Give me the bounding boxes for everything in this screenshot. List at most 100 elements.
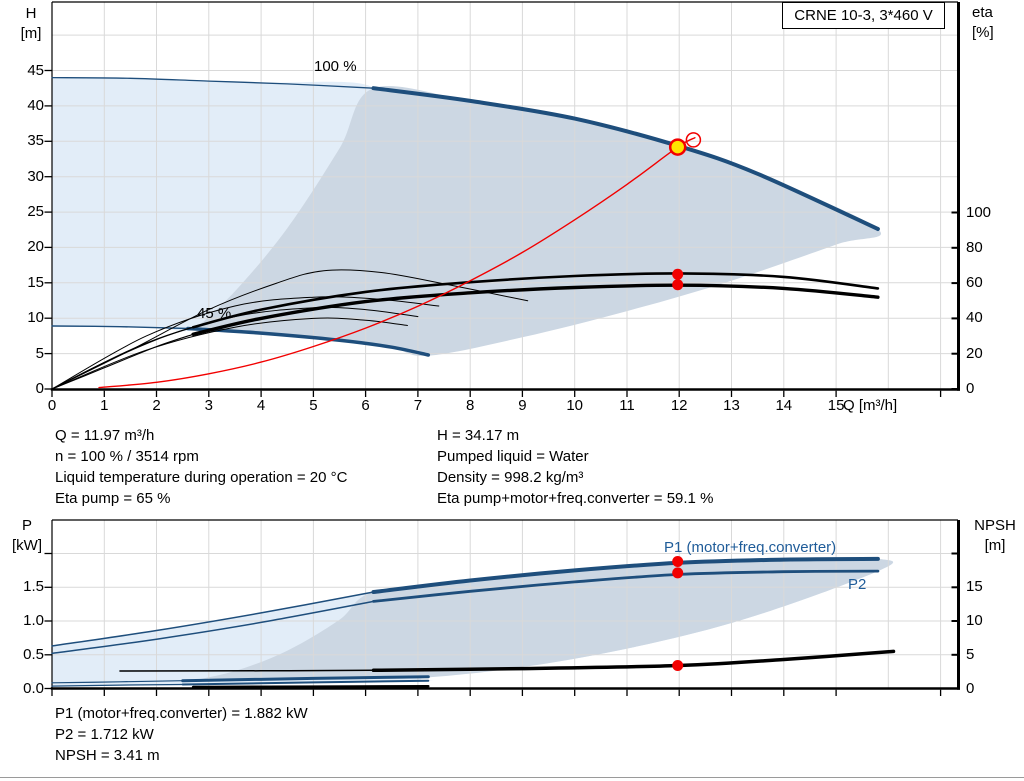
y-left-tick-label: 10 (27, 309, 44, 327)
y-right-tick-label: 5 (966, 645, 975, 663)
info-q: Q = 11.97 m³/h (55, 427, 155, 444)
y-right-tick-label: 20 (966, 344, 983, 362)
duty-info-right: H = 34.17 m Pumped liquid = Water Densit… (437, 425, 713, 509)
y-left-tick-label: 1.5 (23, 578, 44, 596)
info-h: H = 34.17 m (437, 427, 520, 444)
x-tick-label: 8 (466, 397, 475, 414)
eta-axis-title-line2: [%] (972, 24, 994, 41)
speed-100-label: 100 % (314, 58, 357, 75)
eta-pump-dot (672, 268, 684, 280)
info-p1: P1 (motor+freq.converter) = 1.882 kW (55, 705, 308, 722)
npsh-45-curve (191, 685, 430, 689)
x-tick-label: 5 (309, 397, 318, 414)
duty-envelope-fill (195, 85, 882, 356)
y-right-tick-label: 80 (966, 238, 983, 256)
y-left-tick-label: 45 (27, 61, 44, 79)
p1-curve-thick (371, 556, 880, 594)
duty-info-left: Q = 11.97 m³/h n = 100 % / 3514 rpm Liqu… (55, 425, 347, 509)
duty-point[interactable] (668, 138, 687, 156)
x-tick-label: 10 (566, 397, 584, 414)
y-left-tick-label: 5 (35, 344, 44, 362)
p-axis-title-line1: P (21, 517, 32, 534)
y-left-tick-label: 15 (27, 273, 44, 291)
eta-total-thin (51, 333, 194, 390)
x-tick-label: 4 (256, 397, 266, 414)
p-axis-title-line2: [kW] (12, 537, 42, 554)
system-curve (98, 137, 696, 389)
info-eta-total: Eta pump+motor+freq.converter = 59.1 % (437, 490, 714, 507)
y-left-tick-label: 20 (27, 238, 44, 256)
p1-curve-thin (51, 591, 375, 647)
npsh-curve-thick (371, 649, 896, 673)
p2-45-thick (181, 679, 430, 686)
npsh-axis-title-line2: [m] (984, 537, 1006, 554)
x-tick-label: 6 (361, 397, 370, 414)
npsh-axis-title: NPSH [m] (968, 516, 1022, 556)
pump-title: CRNE 10-3, 3*460 V (794, 7, 933, 24)
y-left-tick-label: 40 (27, 96, 44, 114)
h-axis-title: H [m] (11, 4, 51, 44)
eta-fan-curve-4 (51, 317, 408, 390)
pump-title-box: CRNE 10-3, 3*460 V (782, 2, 945, 29)
info-density: Density = 998.2 kg/m³ (437, 469, 584, 486)
bottom-separator (0, 777, 1024, 778)
y-left-tick-label: 0 (35, 380, 44, 397)
eta-total-dot (672, 279, 684, 291)
h-axis-title-line1: H (25, 5, 37, 22)
p1-dot (672, 556, 684, 567)
eta-pump-thin (51, 326, 194, 390)
h-curve-100-thick (371, 86, 880, 231)
speed-45-label: 45 % (197, 305, 232, 322)
p1-curve-label: P1 (motor+freq.converter) (664, 539, 837, 556)
y-left-tick-label: 30 (27, 167, 44, 185)
requested-duty-point[interactable] (685, 132, 702, 148)
h-curve-100-thin (51, 76, 375, 89)
power-info: P1 (motor+freq.converter) = 1.882 kW P2 … (55, 703, 308, 766)
q-axis-title: Q [m³/h] (843, 397, 898, 414)
y-right-tick-label: 60 (966, 274, 983, 292)
x-tick-label: 11 (619, 397, 635, 414)
p2-curve-label: P2 (848, 576, 867, 593)
x-tick-label: 9 (518, 397, 527, 414)
x-tick-label: 13 (723, 397, 740, 414)
y-left-tick-label: 0.0 (23, 679, 44, 697)
y-right-tick-label: 15 (966, 578, 983, 596)
info-p2: P2 = 1.712 kW (55, 726, 154, 743)
eta-axis-title-line1: eta (972, 4, 993, 21)
info-npsh: NPSH = 3.41 m (55, 747, 160, 764)
y-right-tick-label: 10 (966, 612, 983, 629)
p2-dot (672, 567, 684, 579)
info-pumped-liquid: Pumped liquid = Water (437, 448, 589, 465)
npsh-curve-thin (119, 669, 375, 672)
p1-45-thick (181, 675, 430, 683)
x-tick-label: 0 (47, 397, 57, 414)
info-speed: n = 100 % / 3514 rpm (55, 448, 199, 465)
eta-axis-title: eta [%] (972, 3, 1016, 43)
y-left-tick-label: 35 (27, 132, 44, 150)
p2-curve-thick (372, 569, 880, 603)
y-left-tick-label: 1.0 (23, 612, 44, 629)
x-tick-label: 2 (152, 397, 161, 414)
info-eta-pump: Eta pump = 65 % (55, 490, 171, 507)
eta-pump-thick (191, 272, 880, 329)
p-axis-title: P [kW] (6, 516, 48, 556)
y-right-tick-label: 100 (966, 203, 992, 221)
y-right-tick-label: 0 (966, 380, 975, 397)
h-axis-title-line2: [m] (20, 25, 42, 42)
x-tick-label: 14 (775, 397, 793, 414)
y-right-tick-label: 0 (966, 679, 975, 697)
y-left-tick-label: 25 (27, 203, 44, 221)
h-curve-45-thick (186, 326, 431, 357)
x-tick-label: 15 (827, 397, 845, 414)
x-tick-label: 1 (100, 397, 109, 414)
p2-curve-thin (51, 600, 375, 655)
p2-45-thin (51, 683, 184, 687)
power-envelope-fill (190, 558, 894, 681)
y-left-tick-label: 0.5 (23, 645, 44, 663)
npsh-dot (672, 660, 684, 671)
eta-total-thick (191, 283, 880, 336)
info-liquid-temp: Liquid temperature during operation = 20… (55, 469, 348, 486)
p1-45-thin (51, 680, 184, 684)
